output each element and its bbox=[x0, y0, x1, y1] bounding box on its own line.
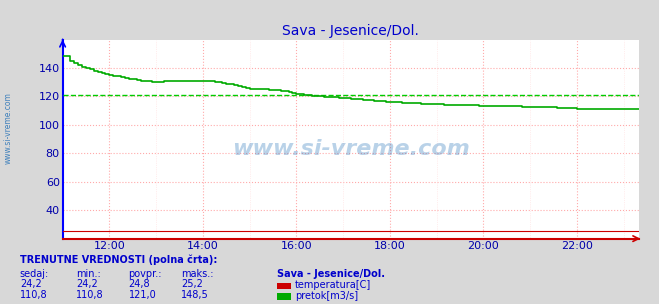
Text: temperatura[C]: temperatura[C] bbox=[295, 280, 372, 290]
Text: 148,5: 148,5 bbox=[181, 290, 209, 300]
Text: maks.:: maks.: bbox=[181, 269, 214, 279]
Text: sedaj:: sedaj: bbox=[20, 269, 49, 279]
Text: 110,8: 110,8 bbox=[20, 290, 47, 300]
Title: Sava - Jesenice/Dol.: Sava - Jesenice/Dol. bbox=[283, 24, 419, 38]
Text: TRENUTNE VREDNOSTI (polna črta):: TRENUTNE VREDNOSTI (polna črta): bbox=[20, 254, 217, 265]
Text: 24,2: 24,2 bbox=[20, 279, 42, 289]
Text: povpr.:: povpr.: bbox=[129, 269, 162, 279]
Text: www.si-vreme.com: www.si-vreme.com bbox=[232, 139, 470, 159]
Text: 24,8: 24,8 bbox=[129, 279, 150, 289]
Text: min.:: min.: bbox=[76, 269, 101, 279]
Text: 121,0: 121,0 bbox=[129, 290, 156, 300]
Text: 24,2: 24,2 bbox=[76, 279, 98, 289]
Text: 110,8: 110,8 bbox=[76, 290, 103, 300]
Text: www.si-vreme.com: www.si-vreme.com bbox=[3, 92, 13, 164]
Text: pretok[m3/s]: pretok[m3/s] bbox=[295, 291, 358, 301]
Text: 25,2: 25,2 bbox=[181, 279, 203, 289]
Text: Sava - Jesenice/Dol.: Sava - Jesenice/Dol. bbox=[277, 269, 385, 279]
